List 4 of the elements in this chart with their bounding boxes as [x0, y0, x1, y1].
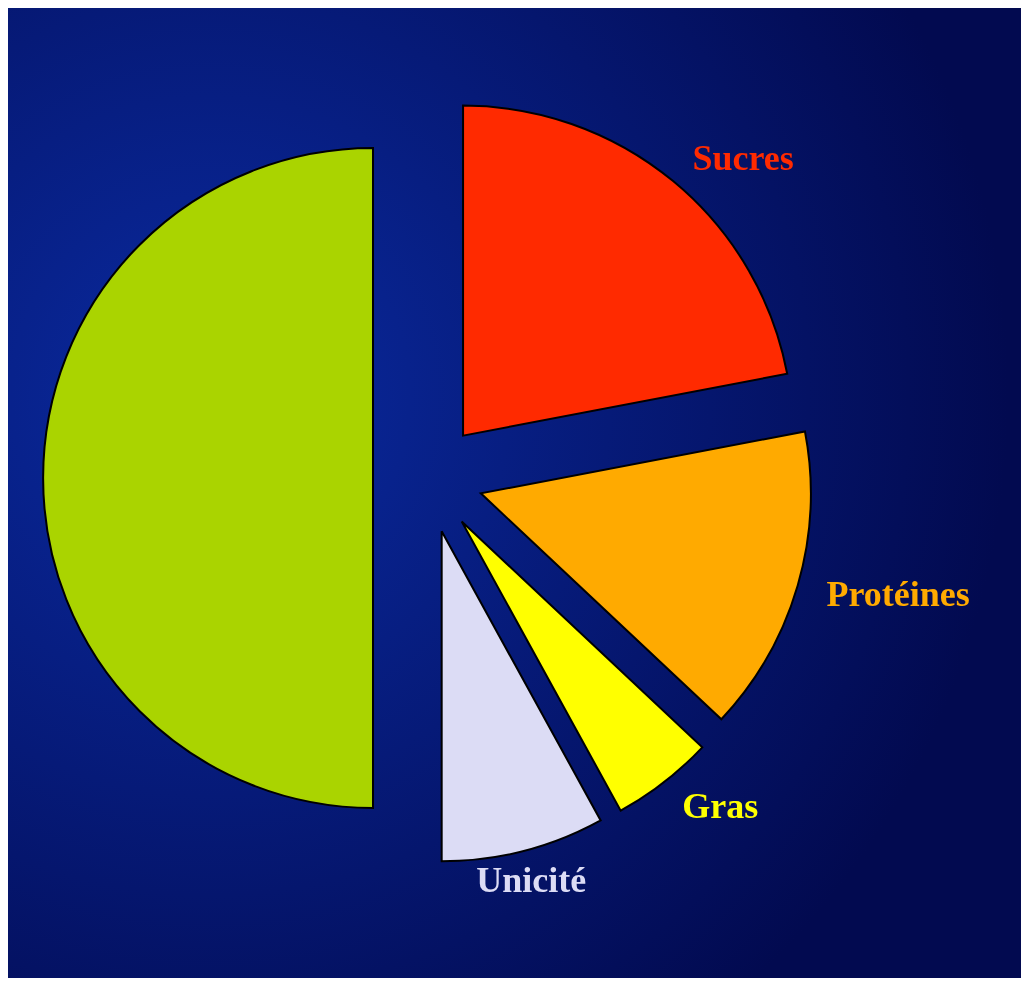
slice-label: Protéines	[826, 573, 970, 614]
slice-label: Gras	[682, 785, 759, 826]
slice-label: Sucres	[692, 138, 794, 179]
slice-label: Unicité	[476, 859, 587, 900]
